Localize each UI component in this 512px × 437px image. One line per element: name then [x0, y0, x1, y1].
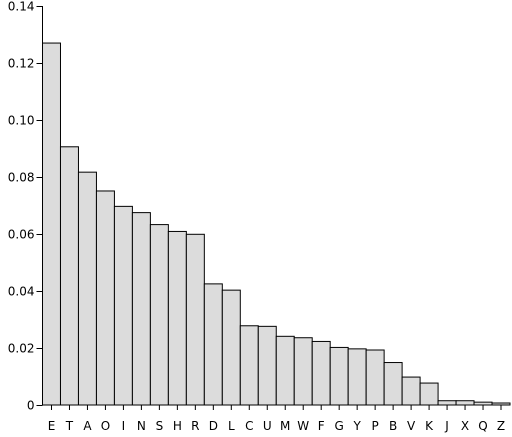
bar-m [275, 335, 295, 406]
y-tick-label-0: 0 [27, 399, 35, 413]
x-tick-label-c: C [245, 419, 253, 433]
bar-c [239, 325, 259, 406]
bar-n [131, 212, 151, 406]
y-tick-label-1: 0.02 [8, 342, 35, 356]
bar-t [59, 146, 79, 406]
x-tick-label-i: I [122, 419, 126, 433]
bar-w [293, 337, 313, 406]
bars-group [42, 42, 511, 406]
x-tick-label-q: Q [478, 419, 487, 433]
x-tick-label-y: Y [352, 419, 361, 433]
x-tick-label-n: N [137, 419, 146, 433]
bar-z [491, 402, 511, 406]
x-tick-label-l: L [228, 419, 235, 433]
x-tick-label-s: S [156, 419, 164, 433]
x-tick-label-t: T [65, 419, 74, 433]
bar-o [95, 190, 115, 406]
bar-l [221, 289, 241, 406]
bar-e [42, 42, 61, 406]
x-tick-label-p: P [372, 419, 379, 433]
x-tick-label-a: A [83, 419, 92, 433]
x-tick-label-m: M [280, 419, 290, 433]
bar-s [149, 224, 169, 406]
bar-i [113, 205, 133, 406]
y-tick-label-6: 0.12 [8, 57, 35, 71]
x-tick-label-v: V [407, 419, 416, 433]
x-tick-label-r: R [191, 419, 199, 433]
x-tick-label-f: F [318, 419, 325, 433]
x-tick-label-x: X [461, 419, 469, 433]
x-tick-label-j: J [444, 419, 449, 433]
x-tick-label-d: D [209, 419, 218, 433]
y-tick-label-3: 0.06 [8, 228, 35, 242]
x-tick-label-u: U [263, 419, 272, 433]
bar-p [365, 349, 385, 406]
bar-u [257, 325, 277, 406]
y-tick-label-4: 0.08 [8, 171, 35, 185]
bar-q [473, 401, 493, 406]
x-tick-label-o: O [101, 419, 110, 433]
bar-g [329, 346, 349, 406]
y-tick-label-2: 0.04 [8, 285, 35, 299]
x-tick-label-z: Z [497, 419, 505, 433]
x-tick-label-e: E [48, 419, 56, 433]
x-tick-label-b: B [389, 419, 397, 433]
bar-y [347, 348, 367, 406]
y-tick-label-7: 0.14 [8, 0, 35, 14]
bar-f [311, 340, 331, 406]
x-tick-label-w: W [297, 419, 309, 433]
bar-r [185, 233, 205, 406]
bar-h [167, 230, 187, 406]
x-tick-label-k: K [425, 419, 434, 433]
y-tick-label-5: 0.10 [8, 114, 35, 128]
bar-k [419, 382, 439, 406]
x-tick-label-h: H [173, 419, 182, 433]
bar-x [455, 400, 475, 406]
bar-d [203, 283, 223, 406]
y-ticks-group: 0 0.02 0.04 0.06 0.08 0.10 0.12 0.14 [8, 0, 43, 413]
bar-v [401, 376, 421, 406]
bar-j [437, 400, 457, 406]
bar-b [383, 362, 403, 406]
x-tick-label-g: G [335, 419, 344, 433]
bar-a [77, 171, 97, 406]
